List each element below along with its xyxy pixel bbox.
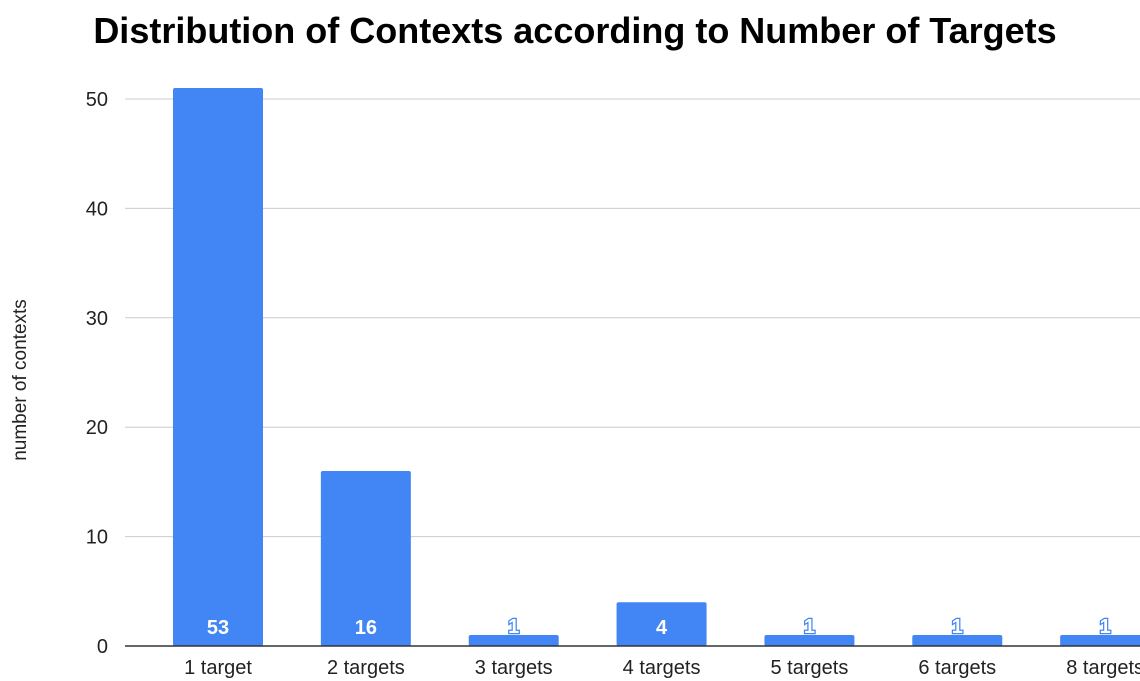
y-tick-label: 40 — [86, 198, 108, 220]
x-tick-label: 4 targets — [623, 657, 701, 679]
data-label: 1 — [1100, 616, 1111, 638]
data-label: 53 — [207, 617, 229, 639]
y-axis-label: number of contexts — [10, 299, 31, 461]
x-tick-labels: 1 target 2 targets 3 targets 4 targets 5 tar… — [184, 657, 1140, 679]
data-labels: 53 16 1 4 1 1 1 — [207, 615, 1112, 640]
x-tick-label: 5 targets — [771, 657, 849, 679]
data-label: 1 — [508, 616, 519, 638]
data-label: 1 — [952, 616, 963, 638]
y-tick-label: 10 — [86, 527, 108, 549]
data-label: 1 — [804, 616, 815, 638]
bars — [173, 88, 1140, 646]
bar-5 — [764, 635, 855, 646]
bar-6 — [912, 635, 1003, 646]
x-tick-label: 6 targets — [918, 657, 996, 679]
bar-7 — [1060, 635, 1140, 646]
bar-3 — [468, 635, 559, 646]
bar-1 — [173, 88, 263, 646]
y-tick-label: 30 — [86, 308, 108, 330]
bar-2 — [320, 470, 411, 646]
y-tick-labels: 0 10 20 30 40 50 — [86, 89, 108, 658]
data-label: 4 — [656, 617, 668, 639]
y-tick-label: 50 — [86, 89, 108, 111]
x-tick-label: 3 targets — [475, 657, 553, 679]
y-tick-label: 20 — [86, 417, 108, 439]
gridlines — [125, 98, 1140, 538]
chart-title: Distribution of Contexts according to Nu… — [93, 10, 1056, 51]
x-tick-label: 8 targets — [1066, 657, 1140, 679]
x-tick-label: 2 targets — [327, 657, 405, 679]
data-label: 16 — [355, 617, 377, 639]
y-tick-label: 0 — [97, 636, 108, 658]
x-tick-label: 1 target — [184, 657, 252, 679]
bar-4 — [616, 602, 707, 646]
